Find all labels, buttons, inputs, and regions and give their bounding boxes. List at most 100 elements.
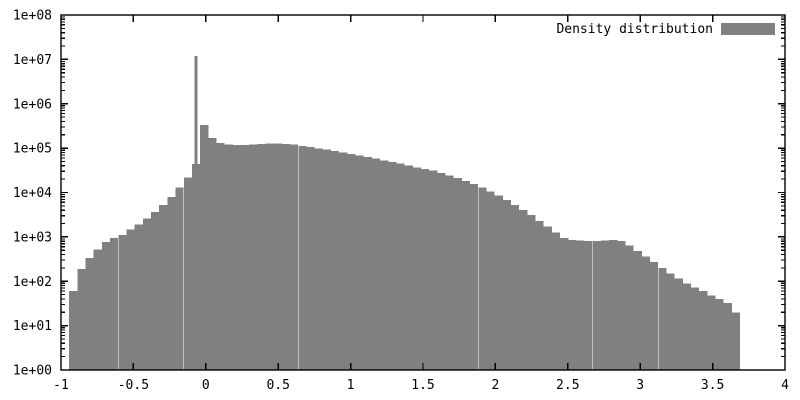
histogram-bar (118, 235, 127, 370)
histogram-bar (101, 242, 111, 370)
x-axis: -1 -0.5 0 0.5 1 1.5 2 2.5 3 3.5 4 (53, 15, 789, 393)
histogram-bar (592, 241, 601, 370)
histogram-bar (674, 278, 683, 370)
histogram-bar (110, 237, 119, 370)
y-axis-tick-label: 1e+02 (13, 275, 52, 290)
histogram-bar (142, 218, 151, 370)
histogram-bar (159, 205, 168, 370)
histogram-bar (568, 240, 577, 370)
histogram-bar (331, 151, 340, 370)
histogram-bar (576, 240, 585, 370)
histogram-bar (298, 145, 307, 370)
histogram-bar (380, 160, 389, 370)
x-axis-tick-label: 2.5 (556, 378, 579, 393)
histogram-bar (650, 262, 659, 370)
x-axis-tick-label: 0 (202, 378, 210, 393)
y-axis-tick-label: 1e+01 (13, 319, 52, 334)
histogram-bar (682, 283, 691, 370)
histogram-bar (666, 273, 675, 370)
histogram-bar (617, 241, 626, 370)
histogram-bar (543, 226, 552, 370)
histogram-bar (699, 291, 708, 370)
chart-legend: Density distribution (556, 22, 775, 37)
histogram-bar (560, 237, 569, 370)
histogram-bar (306, 147, 315, 370)
histogram-bar (609, 240, 618, 370)
histogram-bar (281, 143, 291, 370)
histogram-bar (404, 165, 413, 370)
histogram-bar (412, 167, 422, 370)
y-axis: 1e+00 1e+01 1e+02 1e+03 1e+04 1e+05 1e+06 1e+07… (13, 9, 785, 379)
histogram-bar (494, 195, 503, 370)
histogram-bar (486, 191, 495, 370)
y-axis-tick-label: 1e+03 (13, 230, 52, 245)
histogram-bar (355, 155, 364, 370)
histogram-bar (600, 240, 610, 370)
histogram-bar (69, 291, 78, 370)
histogram-bar (527, 215, 536, 370)
x-axis-tick-label: 3 (636, 378, 644, 393)
histogram-bars (69, 55, 740, 371)
histogram-bar (429, 170, 438, 370)
x-axis-tick-label: 2 (491, 378, 499, 393)
histogram-bar (470, 184, 479, 370)
y-axis-tick-label: 1e+00 (13, 364, 52, 379)
legend-label-density-distribution: Density distribution (556, 22, 713, 37)
histogram-bar (240, 144, 250, 370)
y-axis-tick-label: 1e+04 (13, 186, 52, 201)
histogram-bar (453, 178, 462, 370)
histogram-bar (633, 251, 642, 370)
histogram-bar (625, 245, 634, 370)
histogram-bar (715, 298, 724, 370)
histogram-bar (445, 175, 454, 370)
histogram-bar (232, 144, 242, 370)
histogram-bar-spike (194, 55, 198, 371)
x-axis-tick-label: 4 (781, 378, 789, 393)
histogram-bar (707, 295, 716, 370)
x-axis-tick-label: -0.5 (118, 378, 149, 393)
x-axis-tick-label: 0.5 (266, 378, 289, 393)
y-axis-tick-label: 1e+05 (13, 142, 52, 157)
histogram-bar (396, 163, 405, 370)
histogram-bar (535, 220, 544, 370)
y-axis-tick-label: 1e+06 (13, 97, 52, 112)
histogram-bar (175, 187, 184, 370)
histogram-bar (731, 312, 740, 370)
histogram-bar (519, 210, 528, 370)
histogram-bar (257, 143, 266, 370)
y-axis-tick-label: 1e+07 (13, 53, 52, 68)
y-axis-tick-label: 1e+08 (13, 9, 52, 24)
histogram-bar (584, 241, 593, 370)
histogram-bar (641, 256, 651, 370)
x-axis-tick-label: 1.5 (411, 378, 434, 393)
histogram-bar (347, 153, 356, 370)
histogram-bar (200, 125, 209, 371)
histogram-bar (151, 212, 160, 370)
histogram-bar (93, 249, 102, 370)
histogram-bar (478, 187, 487, 370)
x-axis-tick-label: -1 (53, 378, 69, 393)
histogram-bar (420, 168, 430, 370)
histogram-bar (314, 148, 323, 370)
histogram-bar (723, 303, 732, 370)
histogram-bar (208, 137, 217, 370)
histogram-bar (134, 224, 143, 370)
histogram-bar (371, 158, 381, 370)
histogram-bar (437, 173, 446, 370)
histogram-bar (85, 258, 94, 370)
histogram-bar (388, 161, 397, 370)
histogram-bar (224, 144, 233, 370)
histogram-bar (183, 177, 192, 370)
histogram-bar (249, 144, 258, 370)
histogram-bar (216, 143, 225, 370)
histogram-bar (339, 152, 348, 370)
legend-swatch-density-distribution (721, 23, 775, 35)
histogram-bar (658, 267, 667, 370)
histogram-bar (551, 232, 561, 370)
histogram-bar (502, 199, 511, 370)
histogram-bar (690, 287, 700, 370)
histogram-bar (363, 157, 372, 370)
x-axis-tick-label: 3.5 (701, 378, 724, 393)
